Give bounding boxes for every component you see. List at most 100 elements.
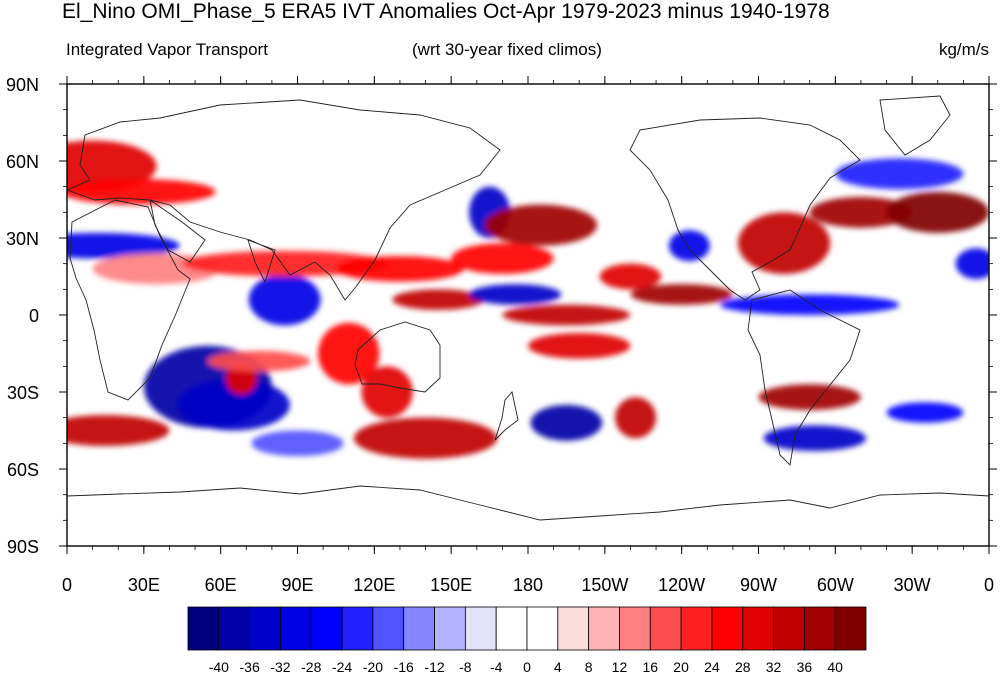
colorbar-swatch [280,606,312,651]
colorbar-swatch [680,606,713,651]
subtitle-left: Integrated Vapor Transport [66,40,268,59]
anomaly-cell-4 [67,415,170,446]
colorbar-label: -20 [363,659,383,675]
colorbar-swatch [341,606,374,651]
lon-label: 120W [658,575,705,595]
lon-label: 150W [581,575,628,595]
colorbar-label: 36 [797,659,813,675]
anomaly-cell-24 [615,397,657,439]
map-axes: 90N 60N 30N 0 30S 60S 90S 0 30E 60E 90E 120E 150E 180… [6,75,997,595]
lon-label: 0 [62,575,72,595]
colorbar-swatch [218,606,251,651]
lon-label: 90E [281,575,313,595]
colorbar-swatch [742,606,774,651]
anomaly-cell-21 [502,304,631,326]
anomaly-cell-19 [451,243,554,274]
colorbar-swatch [310,606,343,651]
lon-label: 150E [430,575,472,595]
lon-label: 0 [984,575,994,595]
anomaly-cell-11 [251,430,344,457]
coastline-australia [354,321,441,393]
lat-label: 0 [29,306,39,326]
coastline-north-america [629,117,861,301]
colorbar-label: 24 [704,659,720,675]
anomaly-cell-22 [528,332,631,359]
anomaly-cell-13 [361,366,413,418]
colorbar-label: -28 [301,659,321,675]
anomaly-cell-18 [484,204,598,246]
colorbar-swatch [495,606,528,651]
colorbar: -40 -36 -32 -28 -24 -20 -16 -12 -8 -4 0 4 8 12 16 20 24 2… [187,606,867,675]
colorbar-label: -12 [424,659,444,675]
anomaly-cell-25 [599,263,662,290]
colorbar-swatch [711,606,744,651]
colorbar-swatch [588,606,620,651]
anomaly-cell-33 [763,425,867,452]
anomaly-cell-8 [248,273,321,326]
plot-title: El_Nino OMI_Phase_5 ERA5 IVT Anomalies O… [62,0,830,23]
anomaly-cell-29 [809,196,913,228]
anomaly-cell-20 [469,284,562,305]
coastline-new-zealand [494,391,519,441]
anomaly-cell-30 [886,191,989,233]
colorbar-label: 12 [612,659,628,675]
anomaly-cell-36 [835,158,964,190]
colorbar-swatch [619,606,651,651]
colorbar-label: -24 [332,659,352,675]
subtitle-center: (wrt 30-year fixed climos) [412,40,602,59]
colorbar-swatch [434,606,466,651]
anomaly-cell-16 [353,417,498,459]
colorbar-label: -40 [209,659,229,675]
anomaly-cell-28 [738,212,831,274]
anomaly-cell-32 [758,384,861,410]
lon-label: 180 [513,575,543,595]
coastlines [67,95,989,521]
lat-label: 90S [7,537,39,557]
anomaly-cell-34 [886,402,964,423]
lat-label: 30S [7,383,39,403]
lat-label: 90N [6,75,39,95]
colorbar-swatch [649,606,682,651]
lat-label: 60S [7,460,39,480]
coastline-eurasia [67,99,501,301]
ivt-anomaly-field [67,140,989,459]
lon-label: 60E [205,575,237,595]
colorbar-swatch [187,606,220,651]
coastline-greenland [879,95,951,156]
anomaly-cell-12 [317,322,380,385]
coastline-india [247,239,276,284]
colorbar-label: 0 [523,659,531,675]
anomaly-cell-31 [720,294,900,315]
anomaly-cell-2 [67,178,216,205]
anomaly-cell-15 [392,289,485,310]
colorbar-swatch [834,606,867,651]
anomaly-cell-10 [207,350,311,372]
lon-label: 30E [128,575,160,595]
lat-label: 60N [6,152,39,172]
anomaly-cell-7 [225,363,257,395]
colorbar-label: 8 [585,659,593,675]
colorbar-label: -32 [270,659,290,675]
lon-label: 90W [740,575,777,595]
anomaly-cell-14 [335,255,464,282]
colorbar-swatch [526,606,559,651]
colorbar-swatch [372,606,405,651]
colorbar-label: 4 [554,659,562,675]
anomaly-cell-1 [67,232,180,259]
anomaly-cell-6 [177,379,290,431]
lon-label: 120E [353,575,395,595]
anomaly-cell-26 [630,284,733,305]
colorbar-label: 40 [827,659,843,675]
colorbar-label: -16 [394,659,414,675]
anomaly-cell-9 [182,250,388,277]
colorbar-label: -36 [240,659,260,675]
colorbar-label: 28 [735,659,751,675]
colorbar-swatch [773,606,805,651]
colorbar-label: 20 [673,659,689,675]
colorbar-swatch [557,606,590,651]
lon-label: 30W [894,575,931,595]
colorbar-label: -4 [490,659,503,675]
units-label: kg/m/s [938,40,989,59]
colorbar-label: 16 [642,659,658,675]
